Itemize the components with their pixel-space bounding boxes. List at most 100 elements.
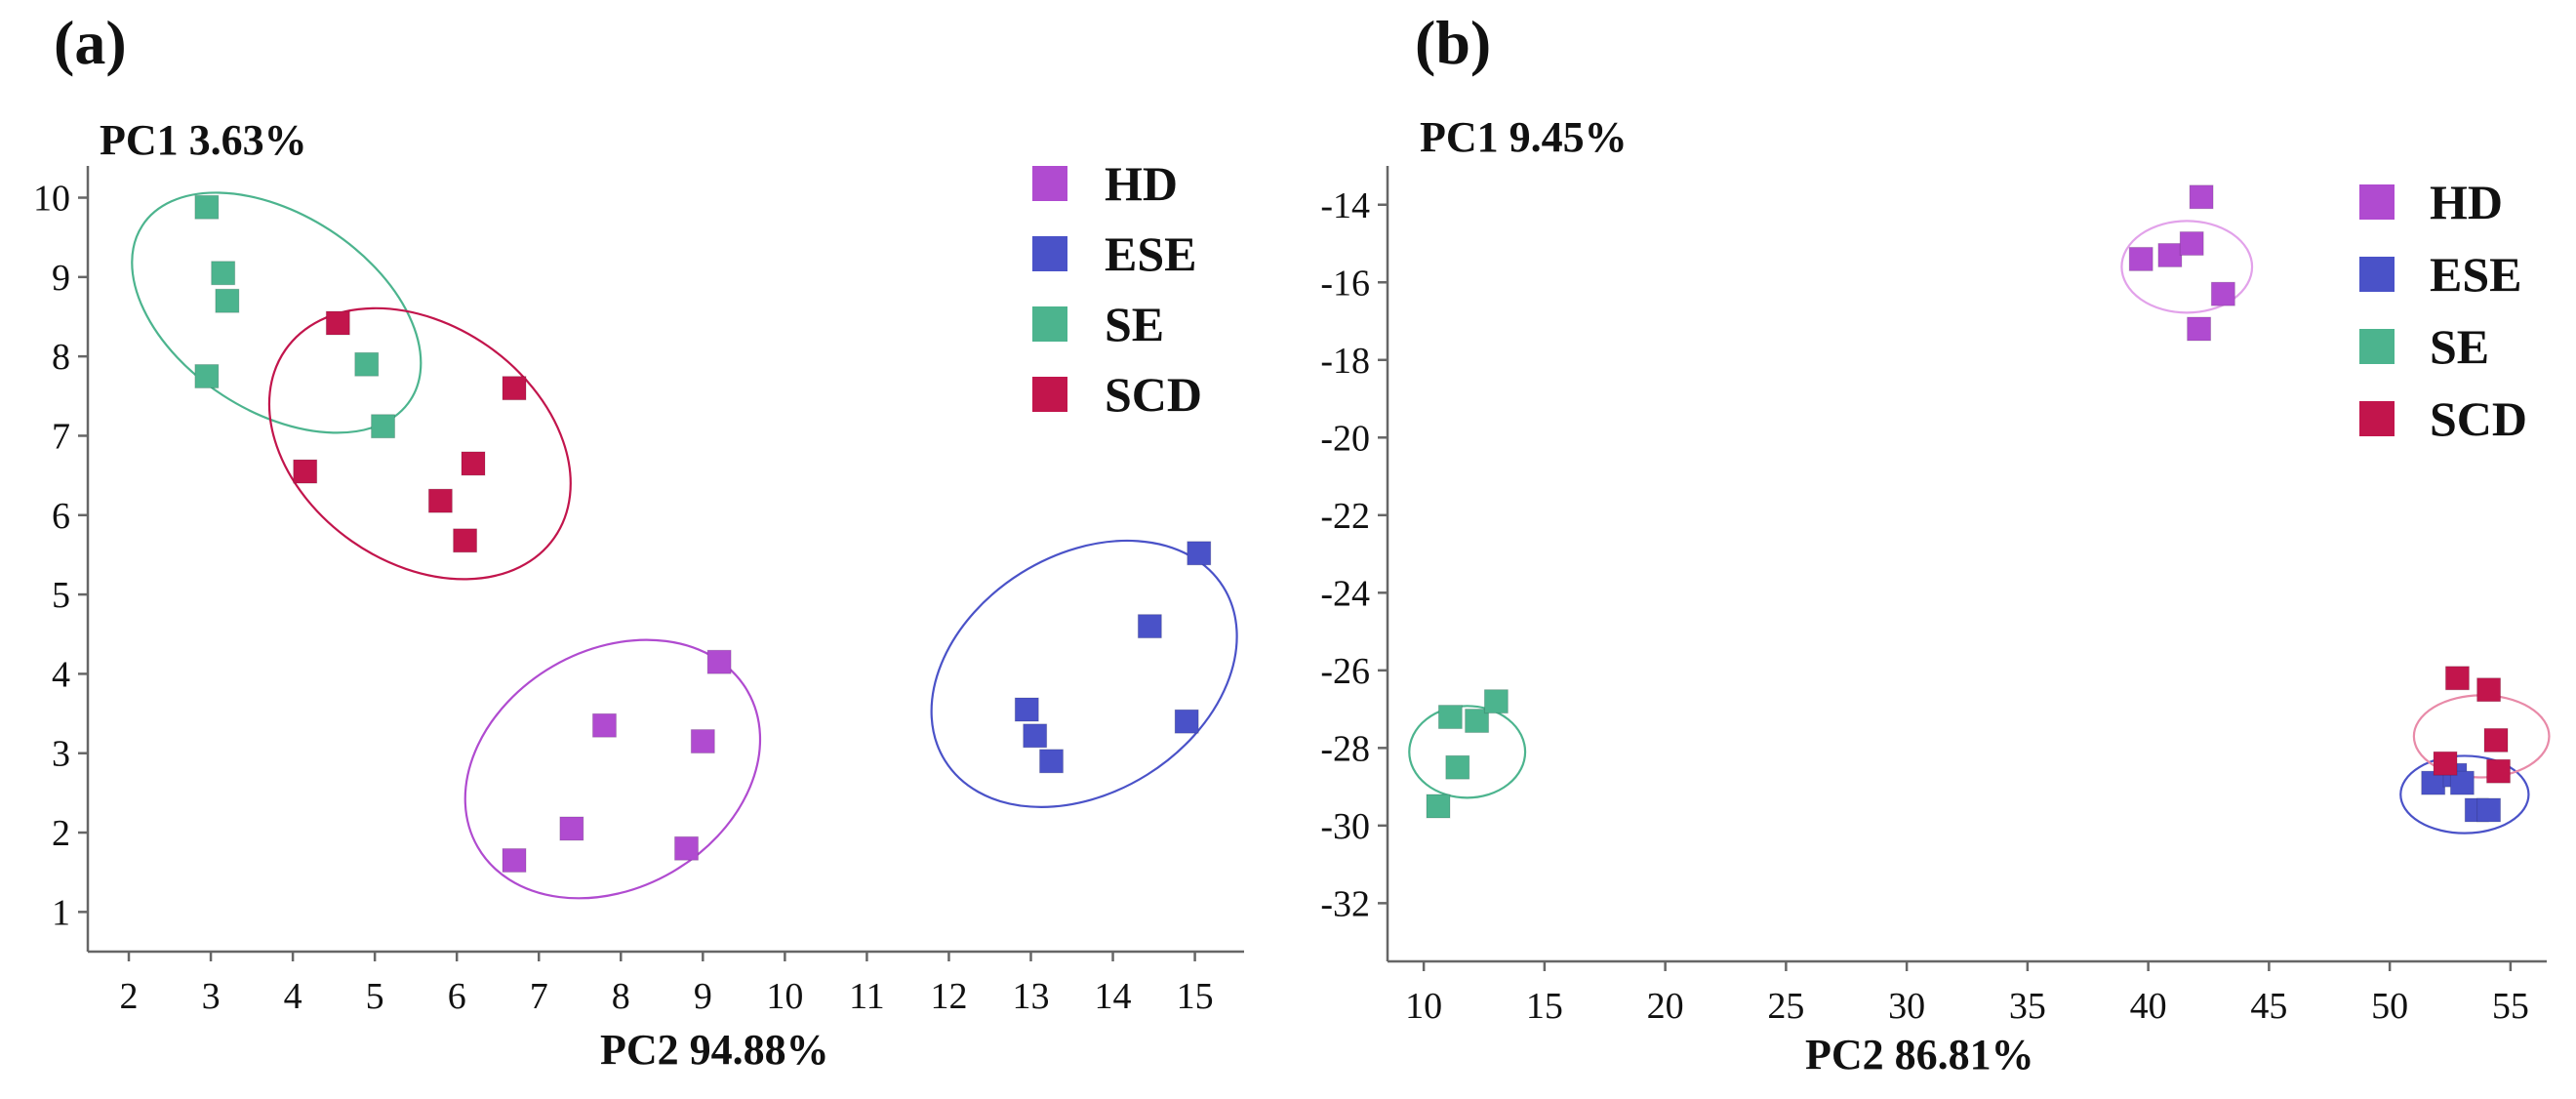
legend-label-ese: ESE: [2430, 247, 2522, 302]
point-se: [1445, 754, 1470, 780]
x-tick-label: 8: [612, 976, 630, 1017]
point-hd: [674, 835, 700, 861]
x-tick-label: 40: [2130, 986, 2167, 1027]
point-scd: [461, 451, 486, 476]
point-scd: [2486, 758, 2511, 784]
point-hd: [2187, 316, 2212, 342]
x-tick-label: 30: [1888, 986, 1925, 1027]
x-tick-label: 50: [2371, 986, 2408, 1027]
legend-marker-ese: [2359, 257, 2395, 292]
y-axis-title: PC1 9.45%: [1420, 113, 1628, 161]
x-tick-label: 20: [1647, 986, 1684, 1027]
point-scd: [2433, 751, 2458, 776]
y-tick-label: -14: [1320, 185, 1370, 226]
legend-marker-ese: [1032, 236, 1067, 271]
x-tick-label: 15: [1526, 986, 1563, 1027]
point-ese: [1137, 614, 1162, 639]
point-ese: [1039, 749, 1064, 774]
point-hd: [2157, 242, 2183, 267]
x-tick-label: 13: [1012, 976, 1049, 1017]
y-tick-label: 10: [33, 179, 70, 220]
legend-marker-se: [2359, 329, 2395, 364]
point-scd: [2483, 727, 2509, 753]
x-tick-label: 9: [694, 976, 712, 1017]
x-tick-label: 35: [2009, 986, 2046, 1027]
legend-label-scd: SCD: [1105, 367, 1202, 422]
panel-label: (b): [1415, 8, 1491, 77]
point-scd: [2476, 677, 2502, 703]
y-tick-label: -16: [1320, 263, 1370, 304]
y-tick-label: 5: [52, 575, 70, 616]
x-tick-label: 10: [1405, 986, 1442, 1027]
ellipse-ese: [2399, 754, 2530, 834]
y-axis-title: PC1 3.63%: [100, 116, 307, 164]
point-scd: [502, 376, 527, 401]
y-tick-label: -32: [1320, 883, 1370, 924]
point-se: [1483, 689, 1509, 714]
legend-label-se: SE: [1105, 297, 1164, 351]
point-hd: [2210, 281, 2235, 306]
x-tick-label: 7: [530, 976, 548, 1017]
y-tick-label: -18: [1320, 341, 1370, 382]
point-se: [194, 194, 220, 220]
point-hd: [690, 729, 715, 754]
y-tick-label: 9: [52, 258, 70, 299]
point-ese: [1187, 541, 1212, 566]
x-tick-label: 12: [930, 976, 967, 1017]
legend-marker-hd: [1032, 166, 1067, 201]
x-tick-label: 45: [2250, 986, 2287, 1027]
x-tick-label: 6: [448, 976, 466, 1017]
ellipse-se: [1408, 705, 1527, 799]
x-axis-title: PC2 86.81%: [1805, 1031, 2034, 1079]
y-tick-label: -24: [1320, 573, 1370, 614]
legend-label-hd: HD: [2430, 175, 2503, 229]
legend-marker-se: [1032, 306, 1067, 342]
x-axis-title: PC2 94.88%: [600, 1026, 829, 1074]
y-tick-label: -28: [1320, 728, 1370, 769]
point-hd: [2128, 246, 2153, 271]
y-tick-label: 4: [52, 654, 70, 695]
y-tick-label: 2: [52, 813, 70, 854]
point-hd: [2189, 184, 2214, 210]
x-tick-label: 15: [1177, 976, 1214, 1017]
point-hd: [2179, 231, 2204, 257]
x-tick-label: 4: [284, 976, 302, 1017]
y-tick-label: 7: [52, 416, 70, 457]
y-tick-label: 6: [52, 496, 70, 537]
y-tick-label: -20: [1320, 418, 1370, 459]
point-ese: [1023, 723, 1048, 749]
ellipse-hd: [463, 638, 762, 900]
legend-label-scd: SCD: [2430, 391, 2527, 446]
point-scd: [293, 459, 318, 484]
legend-marker-hd: [2359, 184, 2395, 220]
point-scd: [325, 310, 350, 336]
legend-label-hd: HD: [1105, 156, 1178, 211]
point-se: [371, 414, 396, 439]
point-ese: [1014, 697, 1039, 722]
y-tick-label: 8: [52, 337, 70, 378]
point-se: [194, 363, 220, 388]
x-tick-label: 55: [2492, 986, 2529, 1027]
point-scd: [2444, 666, 2470, 691]
legend-label-ese: ESE: [1105, 226, 1197, 281]
panel-label: (a): [54, 8, 127, 77]
legend-label-se: SE: [2430, 319, 2489, 374]
y-tick-label: -22: [1320, 496, 1370, 537]
y-tick-label: 3: [52, 734, 70, 775]
chart-panel-b: (b) 10 15 20 25 30 35 40 45 50 55 -14 -16 -18 -20 -22 -2…: [1320, 8, 2551, 1079]
ellipse-hd: [2120, 220, 2254, 314]
legend-marker-scd: [1032, 377, 1067, 412]
point-hd: [591, 712, 617, 738]
x-tick-label: 2: [120, 976, 139, 1017]
point-ese: [2449, 770, 2475, 795]
point-se: [354, 351, 380, 377]
point-se: [1437, 705, 1463, 730]
y-tick-label: -30: [1320, 806, 1370, 847]
point-ese: [1174, 709, 1199, 734]
point-hd: [706, 649, 732, 674]
point-se: [1426, 794, 1451, 819]
y-tick-label: -26: [1320, 651, 1370, 692]
x-tick-label: 3: [202, 976, 221, 1017]
